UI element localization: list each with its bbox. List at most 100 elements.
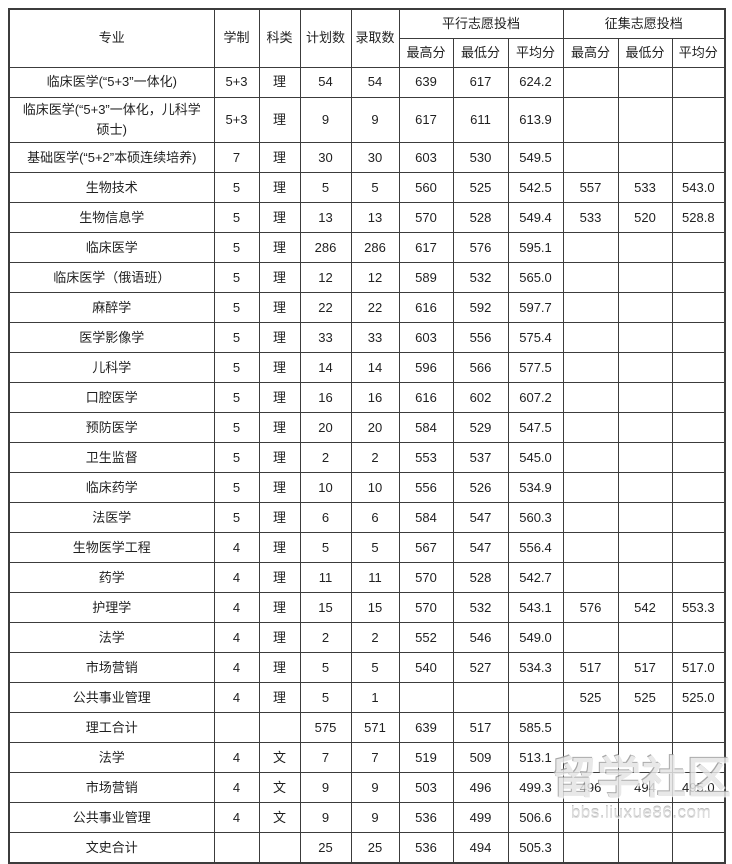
cell-collect-min [617, 382, 673, 414]
cell-parallel-max: 503 [398, 772, 454, 804]
cell-duration: 4 [213, 592, 260, 624]
cell-parallel-min: 528 [452, 562, 509, 594]
cell-plan-count: 16 [299, 382, 352, 414]
cell-collect-min: 542 [617, 592, 673, 624]
cell-collect-max: 525 [562, 682, 619, 714]
cell-duration: 5 [213, 262, 260, 294]
cell-collect-max: 533 [562, 202, 619, 234]
cell-category: 文 [258, 802, 301, 834]
cell-collect-max [562, 412, 619, 444]
cell-parallel-avg: 534.3 [507, 652, 564, 684]
cell-plan-count: 5 [299, 652, 352, 684]
cell-parallel-max: 570 [398, 592, 454, 624]
cell-category: 理 [258, 412, 301, 444]
cell-collect-avg [671, 562, 726, 594]
cell-parallel-max [398, 682, 454, 714]
cell-parallel-min: 529 [452, 412, 509, 444]
table-row: 法学 4 理 2 2 552 546 549.0 [8, 622, 726, 654]
cell-parallel-max: 617 [398, 232, 454, 264]
cell-parallel-avg: 542.7 [507, 562, 564, 594]
cell-parallel-avg: 607.2 [507, 382, 564, 414]
cell-duration: 4 [213, 652, 260, 684]
cell-collect-max [562, 292, 619, 324]
cell-collect-max [562, 532, 619, 564]
cell-parallel-avg: 545.0 [507, 442, 564, 474]
cell-collect-min [617, 562, 673, 594]
cell-duration: 5 [213, 172, 260, 204]
cell-plan-count: 5 [299, 682, 352, 714]
cell-collect-avg: 528.8 [671, 202, 726, 234]
cell-major: 临床医学(“5+3”一体化) [8, 67, 215, 98]
cell-collect-max [562, 322, 619, 354]
cell-parallel-min: 546 [452, 622, 509, 654]
table-row: 临床药学 5 理 10 10 556 526 534.9 [8, 472, 726, 504]
table-row: 理工合计 575 571 639 517 585.5 [8, 712, 726, 744]
cell-admit-count: 9 [350, 772, 400, 804]
cell-plan-count: 10 [299, 472, 352, 504]
cell-plan-count: 14 [299, 352, 352, 384]
cell-duration: 5 [213, 442, 260, 474]
cell-collect-avg [671, 412, 726, 444]
cell-parallel-min: 528 [452, 202, 509, 234]
cell-collect-max [562, 442, 619, 474]
cell-collect-avg [671, 232, 726, 264]
header-parallel-avg: 平均分 [507, 38, 564, 68]
header-duration: 学制 [213, 8, 260, 68]
cell-major: 公共事业管理 [8, 682, 215, 714]
cell-parallel-avg: 542.5 [507, 172, 564, 204]
cell-collect-min [617, 262, 673, 294]
cell-parallel-max: 603 [398, 322, 454, 354]
cell-parallel-avg: 543.1 [507, 592, 564, 624]
cell-category [258, 832, 301, 864]
cell-parallel-avg: 547.5 [507, 412, 564, 444]
cell-duration: 5 [213, 382, 260, 414]
cell-parallel-min: 576 [452, 232, 509, 264]
cell-category: 理 [258, 592, 301, 624]
cell-parallel-avg: 560.3 [507, 502, 564, 534]
cell-major: 市场营销 [8, 772, 215, 804]
cell-collect-max [562, 562, 619, 594]
table-row: 临床医学(“5+3”一体化，儿科学硕士) 5+3 理 9 9 617 611 6… [8, 96, 726, 144]
cell-duration: 4 [213, 742, 260, 774]
cell-collect-avg [671, 742, 726, 774]
table-row: 临床医学 5 理 286 286 617 576 595.1 [8, 232, 726, 264]
cell-parallel-max: 616 [398, 292, 454, 324]
header-major: 专业 [8, 8, 215, 68]
cell-admit-count: 1 [350, 682, 400, 714]
cell-duration: 4 [213, 772, 260, 804]
cell-duration: 5 [213, 292, 260, 324]
cell-plan-count: 2 [299, 622, 352, 654]
cell-plan-count: 2 [299, 442, 352, 474]
cell-plan-count: 9 [299, 772, 352, 804]
cell-parallel-avg: 575.4 [507, 322, 564, 354]
cell-collect-avg [671, 292, 726, 324]
cell-plan-count: 22 [299, 292, 352, 324]
cell-collect-max [562, 472, 619, 504]
cell-collect-avg [671, 67, 726, 98]
cell-parallel-max: 617 [398, 96, 454, 144]
cell-collect-max [562, 232, 619, 264]
cell-collect-min [617, 142, 673, 174]
cell-admit-count: 20 [350, 412, 400, 444]
table-row: 基础医学(“5+2”本硕连续培养) 7 理 30 30 603 530 549.… [8, 142, 726, 174]
cell-parallel-max: 584 [398, 412, 454, 444]
cell-collect-max [562, 67, 619, 98]
cell-collect-min [617, 67, 673, 98]
cell-parallel-max: 584 [398, 502, 454, 534]
cell-category: 理 [258, 622, 301, 654]
cell-admit-count: 5 [350, 532, 400, 564]
cell-collect-avg: 517.0 [671, 652, 726, 684]
table-row: 生物医学工程 4 理 5 5 567 547 556.4 [8, 532, 726, 564]
cell-parallel-min [452, 682, 509, 714]
cell-collect-max [562, 502, 619, 534]
cell-parallel-max: 570 [398, 202, 454, 234]
cell-parallel-avg: 556.4 [507, 532, 564, 564]
header-collect-min: 最低分 [617, 38, 673, 68]
cell-plan-count: 5 [299, 532, 352, 564]
cell-category: 理 [258, 532, 301, 564]
cell-parallel-min: 517 [452, 712, 509, 744]
cell-admit-count: 15 [350, 592, 400, 624]
header-plan-count: 计划数 [299, 8, 352, 68]
cell-parallel-min: 547 [452, 532, 509, 564]
header-category: 科类 [258, 8, 301, 68]
